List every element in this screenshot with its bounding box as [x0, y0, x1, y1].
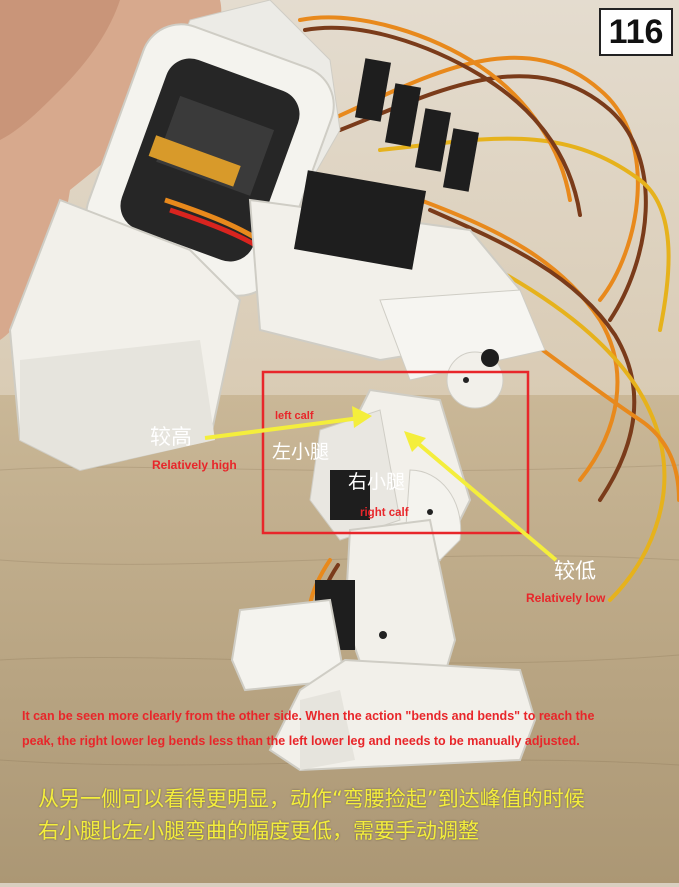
label-relatively-low-en: Relatively low: [526, 591, 606, 605]
label-right-calf-cn: 右小腿: [348, 471, 406, 493]
label-right-calf-en: right calf: [360, 507, 409, 519]
highlight-box: [261, 370, 530, 535]
label-left-calf-en: left calf: [275, 410, 314, 422]
caption-english-line-1: It can be seen more clearly from the oth…: [22, 709, 595, 723]
caption-english: It can be seen more clearly from the oth…: [22, 704, 672, 754]
caption-chinese-line-1: 从另一侧可以看得更明显，动作“弯腰捡起”到达峰值的时候: [38, 787, 585, 811]
caption-chinese-line-2: 右小腿比左小腿弯曲的幅度更低，需要手动调整: [38, 819, 479, 843]
label-relatively-high-cn: 较高: [150, 425, 192, 449]
wire-connectors: [354, 58, 480, 192]
label-left-calf-cn: 左小腿: [272, 441, 330, 463]
label-relatively-high-en: Relatively high: [152, 458, 237, 472]
robot-upper-body: [8, 0, 546, 472]
robot-legs: [230, 388, 537, 772]
label-relatively-low-cn: 较低: [554, 559, 596, 583]
page-number-badge: 116: [599, 8, 673, 56]
annotation-arrows: [204, 406, 558, 562]
caption-english-line-2: peak, the right lower leg bends less tha…: [22, 734, 580, 748]
